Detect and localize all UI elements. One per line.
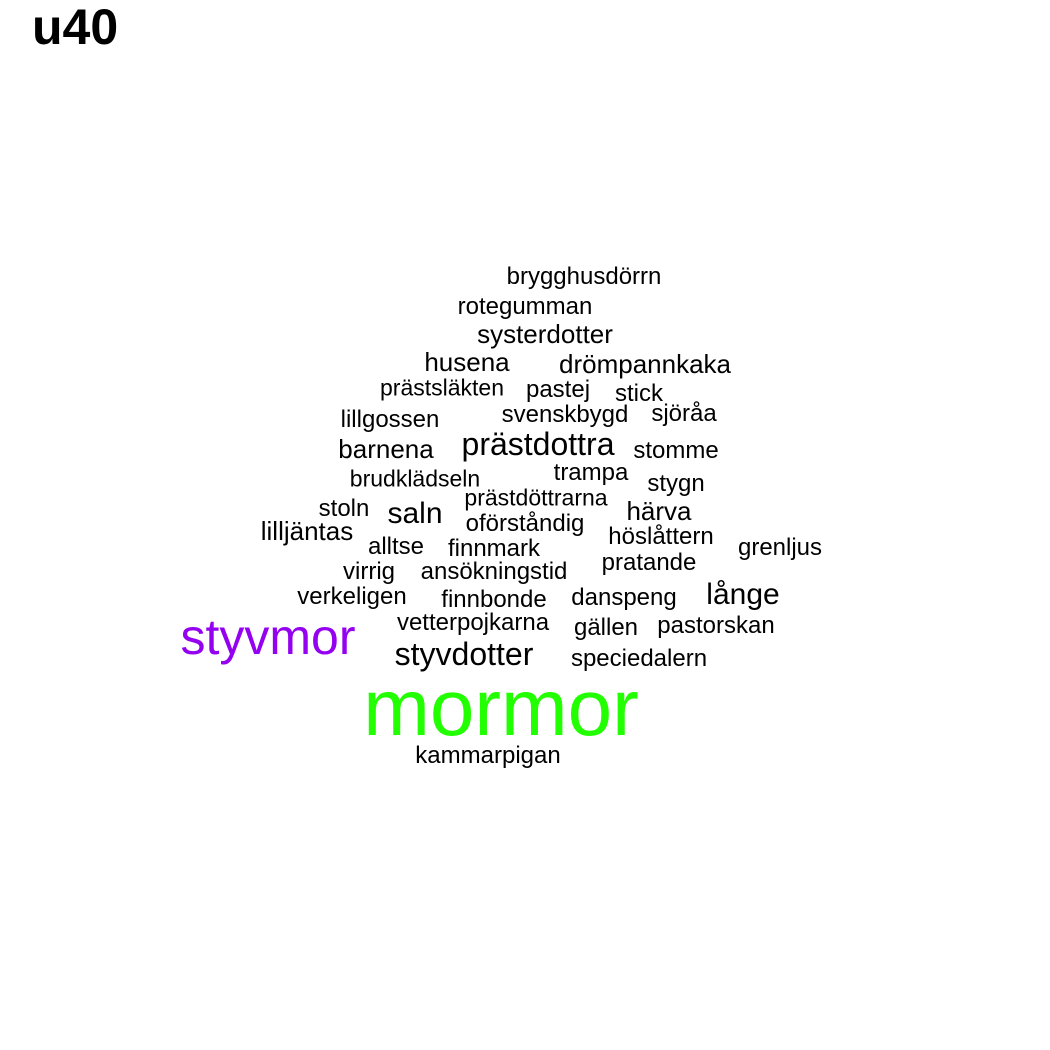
cloud-word: grenljus (737, 534, 823, 561)
cloud-word: vetterpojkarna (396, 609, 550, 636)
cloud-word: långe (706, 578, 780, 611)
cloud-word: speciedalern (570, 645, 708, 672)
cloud-word: ansökningstid (420, 558, 568, 585)
cloud-word: prästdöttrarna (464, 484, 608, 511)
cloud-word: prästdottra (461, 426, 615, 462)
cloud-word: alltse (367, 533, 425, 560)
cloud-word: pastej (525, 376, 591, 403)
page-title: u40 (32, 0, 119, 55)
cloud-word: stoln (318, 495, 370, 522)
cloud-word: drömpannkaka (559, 349, 731, 379)
cloud-word: höslåttern (608, 523, 714, 550)
cloud-word: brudklädseln (349, 465, 481, 492)
cloud-word: sjöråa (651, 400, 717, 427)
cloud-word: mormor (363, 663, 639, 752)
cloud-word: finnmark (447, 535, 541, 562)
cloud-word: trampa (553, 459, 629, 486)
cloud-word: prästsläkten (379, 374, 505, 401)
cloud-word: stygn (647, 470, 705, 497)
cloud-word: pratande (601, 549, 697, 576)
cloud-word: danspeng (571, 584, 677, 611)
cloud-word: svenskbygd (501, 401, 629, 428)
cloud-word: saln (387, 497, 443, 530)
cloud-word: rotegumman (457, 293, 593, 320)
cloud-word: stick (615, 380, 663, 407)
cloud-word: gällen (573, 614, 639, 641)
cloud-word: pastorskan (657, 612, 775, 639)
cloud-word: lilljäntas (260, 516, 354, 546)
cloud-word: stomme (633, 437, 719, 464)
cloud-word: kammarpigan (415, 742, 561, 769)
cloud-word: finnbonde (441, 586, 547, 613)
cloud-word: verkeligen (297, 583, 407, 610)
cloud-word: oförståndig (465, 510, 585, 537)
cloud-word: systerdotter (477, 319, 613, 349)
cloud-word: härva (626, 496, 692, 526)
cloud-word: virrig (343, 558, 395, 585)
cloud-word: styvmor (180, 609, 356, 665)
cloud-word: styvdotter (394, 636, 534, 672)
cloud-word: barnena (338, 434, 434, 464)
cloud-word: husena (424, 347, 510, 377)
cloud-word: lillgossen (340, 406, 440, 433)
cloud-word: brygghusdörrn (506, 263, 662, 290)
